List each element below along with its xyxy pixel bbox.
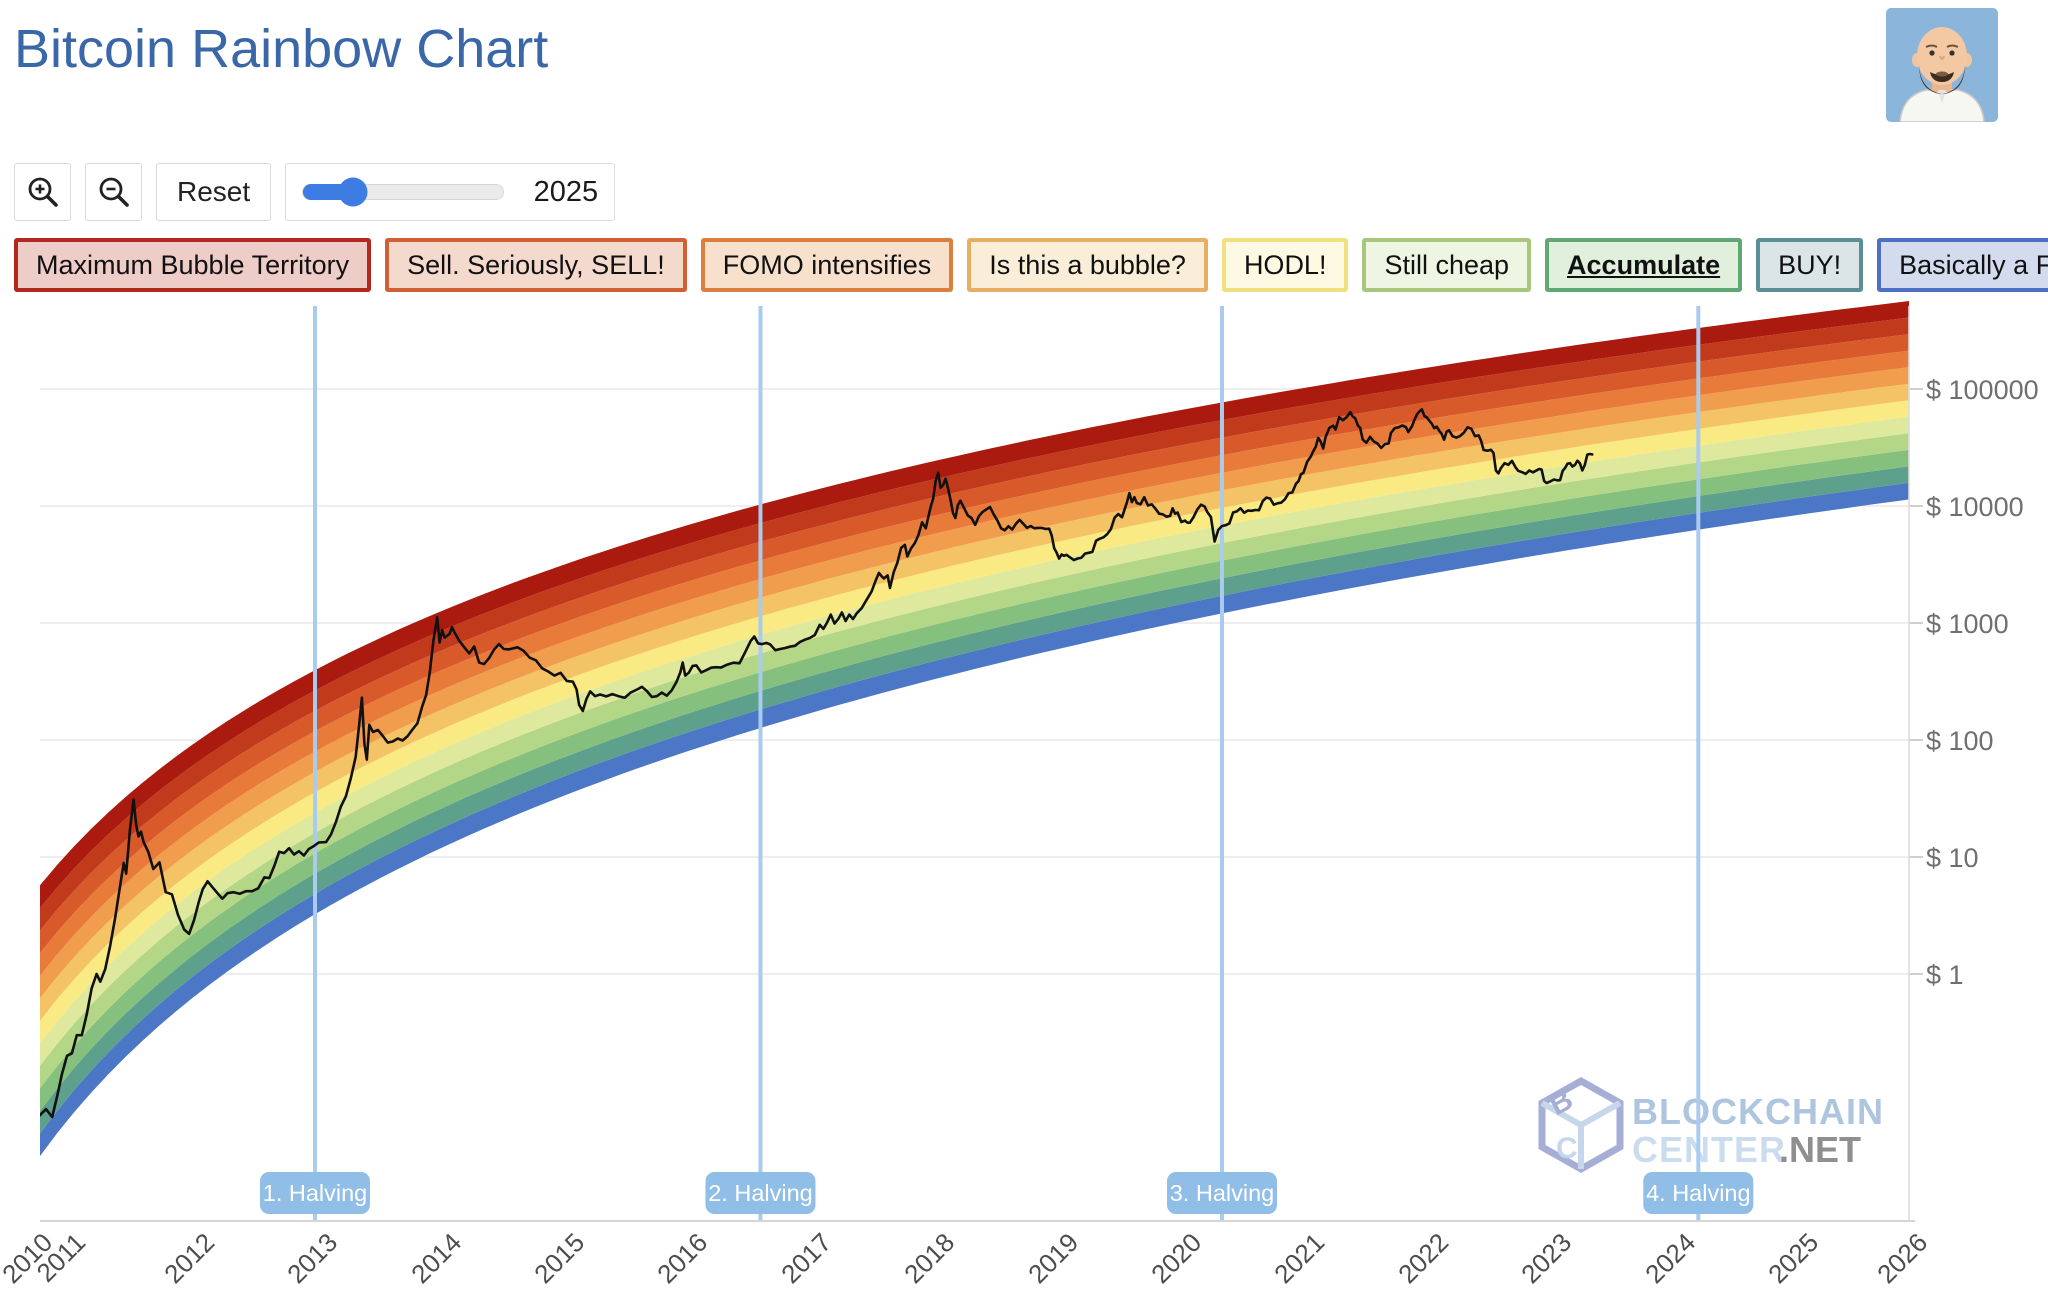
legend-row: Maximum Bubble Territory Sell. Seriously,…	[14, 238, 2048, 292]
x-axis-label-2014: 2014	[405, 1227, 467, 1289]
halving-label-box-2	[705, 1172, 816, 1214]
avatar-cartoon-icon	[1886, 8, 1998, 122]
halving-label-2: 2. Halving	[708, 1180, 813, 1206]
zoom-in-button[interactable]	[14, 163, 71, 221]
legend-item-hodl[interactable]: HODL!	[1221, 238, 1349, 292]
magnifier-minus-icon	[99, 177, 129, 207]
zoom-out-button[interactable]	[85, 163, 142, 221]
halving-label-4: 4. Halving	[1646, 1180, 1751, 1206]
cube-letter-c: C	[1556, 1132, 1578, 1165]
legend-item-is-this-a-bubble[interactable]: Is this a bubble?	[967, 238, 1208, 292]
legend-item-label: Maximum Bubble Territory	[36, 249, 350, 280]
page-title: Bitcoin Rainbow Chart	[14, 19, 549, 79]
legend-item-fomo-intensifies[interactable]: FOMO intensifies	[700, 238, 954, 292]
halving-label-1: 1. Halving	[263, 1180, 368, 1206]
watermark-line1: BLOCKCHAIN	[1632, 1091, 1884, 1132]
rainbow-bands	[40, 301, 1909, 1157]
reset-label: Reset	[177, 176, 251, 207]
x-axis-label-2013: 2013	[281, 1227, 343, 1289]
legend-item-label: Still cheap	[1384, 249, 1510, 280]
legend-item-basically-a-fire-sale[interactable]: Basically a Fire Sale	[1877, 238, 2048, 292]
legend-item-label: Accumulate	[1567, 249, 1721, 280]
year-slider-value: 2025	[533, 175, 599, 208]
y-axis-label-100: $ 100	[1926, 726, 1994, 756]
halving-label-box-3	[1166, 1172, 1277, 1214]
year-slider[interactable]	[302, 177, 505, 207]
year-slider-thumb[interactable]	[338, 177, 368, 207]
legend-item-maximum-bubble-territory[interactable]: Maximum Bubble Territory	[14, 238, 372, 292]
x-axis-label-2025: 2025	[1762, 1227, 1824, 1289]
legend-item-label: Is this a bubble?	[989, 249, 1186, 280]
halving-label-box-4	[1643, 1172, 1754, 1214]
legend-item-buy[interactable]: BUY!	[1756, 238, 1864, 292]
legend-item-accumulate[interactable]: Accumulate	[1545, 238, 1743, 292]
x-axis-label-2018: 2018	[898, 1227, 960, 1289]
watermark-suffix: .NET	[1779, 1129, 1861, 1170]
y-axis-label-100000: $ 100000	[1926, 375, 2039, 405]
y-axis-label-10: $ 10	[1926, 843, 1979, 873]
avatar	[1886, 8, 1998, 122]
x-axis-label-2017: 2017	[775, 1227, 837, 1289]
y-axis-label-1000: $ 1000	[1926, 609, 2009, 639]
y-axis-label-10000: $ 10000	[1926, 492, 2024, 522]
legend-item-label: HODL!	[1243, 249, 1327, 280]
x-axis-label-2019: 2019	[1022, 1227, 1084, 1289]
halving-label-3: 3. Halving	[1170, 1180, 1275, 1206]
x-axis-label-2012: 2012	[158, 1227, 220, 1289]
x-axis-label-2015: 2015	[528, 1227, 590, 1289]
x-axis-label-2020: 2020	[1145, 1227, 1207, 1289]
x-axis-label-2026: 2026	[1871, 1227, 1933, 1289]
magnifier-plus-icon	[28, 177, 58, 207]
legend-item-label: Basically a Fire Sale	[1899, 249, 2048, 280]
x-axis-label-2023: 2023	[1515, 1227, 1577, 1289]
watermark-line2: CENTER	[1632, 1129, 1786, 1170]
year-slider-box: 2025	[285, 163, 616, 221]
y-axis-label-1: $ 1	[1926, 960, 1964, 990]
legend-item-label: Sell. Seriously, SELL!	[407, 249, 665, 280]
legend-item-label: FOMO intensifies	[722, 249, 932, 280]
legend-item-still-cheap[interactable]: Still cheap	[1362, 238, 1532, 292]
halving-label-box-1	[260, 1172, 370, 1214]
x-axis-label-2016: 2016	[651, 1227, 713, 1289]
legend-item-label: BUY!	[1778, 249, 1842, 280]
reset-button[interactable]: Reset	[156, 163, 272, 221]
x-axis-label-2022: 2022	[1392, 1227, 1454, 1289]
toolbar: Reset 2025	[14, 163, 616, 221]
x-axis-label-2021: 2021	[1268, 1227, 1330, 1289]
btc-price-line	[40, 408, 1594, 1119]
x-axis-label-2024: 2024	[1639, 1227, 1701, 1289]
cube-inner-edges	[1540, 1100, 1622, 1169]
legend-item-sell-seriously-sell[interactable]: Sell. Seriously, SELL!	[385, 238, 687, 292]
